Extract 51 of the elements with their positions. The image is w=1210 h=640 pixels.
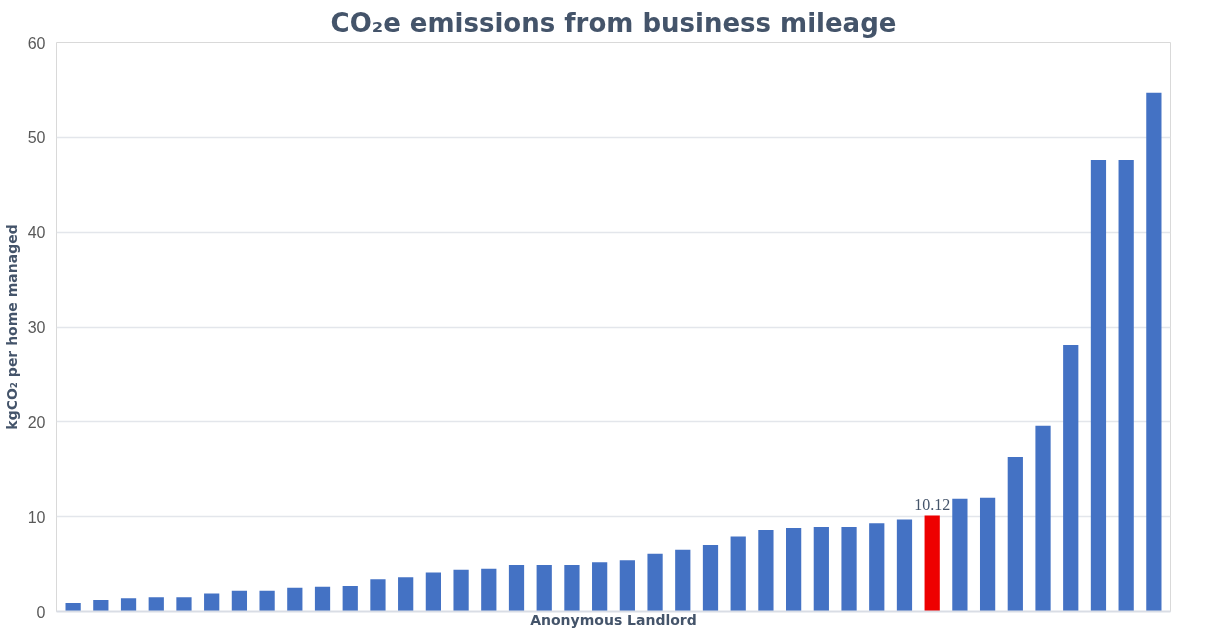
bar [176,597,192,612]
bar [1063,345,1079,612]
bar [1035,425,1051,612]
bar [425,572,441,612]
bar [619,560,635,612]
bar [536,565,552,612]
bar [592,562,608,612]
data-label: 10.12 [914,495,951,513]
bar [564,565,580,612]
bar [647,553,663,612]
bar [758,529,774,612]
y-tick-label: 20 [27,413,46,431]
bar [231,590,248,612]
bar [259,590,275,612]
chart-title: CO₂e emissions from business mileage [330,7,897,38]
bar [398,577,414,612]
bar [481,568,497,612]
bar [453,569,469,612]
bar [93,600,109,612]
bar [65,602,81,612]
bar [508,565,525,612]
bar [1118,160,1134,612]
bar [370,579,386,612]
y-tick-label: 30 [27,319,46,336]
bar [1090,160,1107,612]
bar [869,523,885,612]
x-axis-title: Anonymous Landlord [530,611,697,628]
bar [120,598,137,612]
y-axis-title: kgCO₂ per home managed [3,224,20,430]
bar [702,545,719,612]
bar [786,528,802,612]
bar [1007,456,1023,612]
y-tick-label: 10 [27,508,46,526]
bar [287,587,303,612]
y-tick-label: 60 [27,34,46,52]
bar [896,519,913,612]
bar [952,498,968,612]
bar [342,585,358,612]
y-tick-label: 50 [27,129,46,147]
bar [204,593,220,612]
bar [841,527,857,612]
bar [1146,92,1162,612]
bar [979,497,996,612]
bar [148,597,164,612]
bar [813,527,829,612]
bar [314,586,331,612]
bar [675,549,691,612]
bar [924,515,940,612]
bar [730,536,746,612]
y-tick-label: 0 [36,603,46,621]
y-tick-label: 40 [27,224,46,242]
